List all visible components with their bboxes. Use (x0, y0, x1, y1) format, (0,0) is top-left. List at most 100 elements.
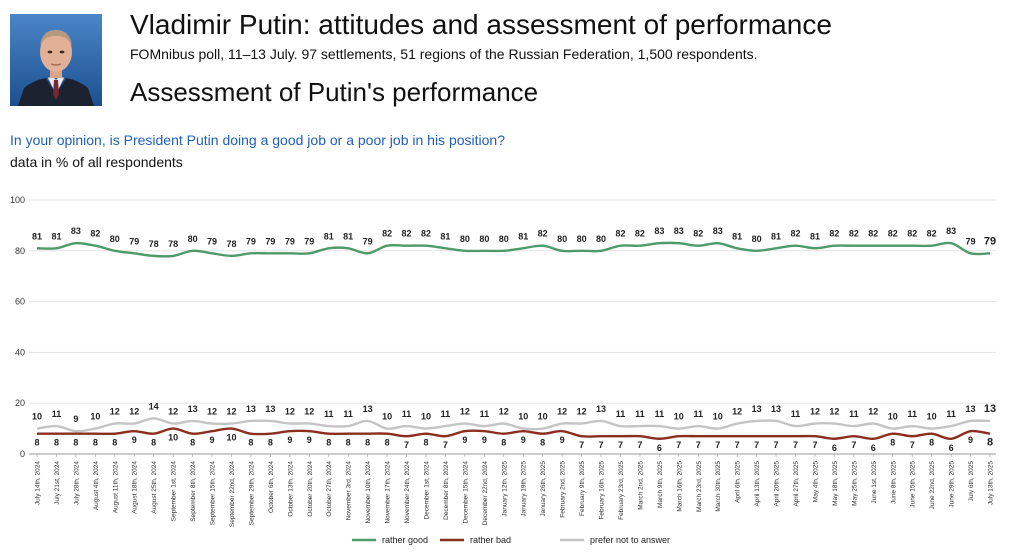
data-label: 12 (110, 407, 120, 417)
data-label: 7 (676, 440, 681, 450)
data-label: 7 (910, 440, 915, 450)
data-label: 8 (248, 438, 253, 448)
data-label: 81 (32, 231, 42, 241)
data-label: 78 (226, 239, 236, 249)
x-tick-label: March 23rd, 2025 (696, 461, 703, 512)
data-label: 80 (596, 234, 606, 244)
data-label: 82 (849, 229, 859, 239)
data-label: 10 (226, 433, 236, 443)
data-label: 11 (791, 409, 801, 419)
data-label: 79 (966, 236, 976, 246)
data-label: 81 (324, 231, 334, 241)
legend-label: rather good (382, 535, 428, 545)
data-label: 7 (715, 440, 720, 450)
data-label: 13 (966, 404, 976, 414)
survey-question: In your opinion, is President Putin doin… (10, 132, 505, 148)
data-label: 79 (207, 236, 217, 246)
data-label: 12 (810, 407, 820, 417)
data-label: 83 (713, 226, 723, 236)
x-tick-label: June 1st, 2025 (871, 461, 878, 504)
data-label: 6 (657, 443, 662, 453)
x-tick-label: December 22nd, 2024 (482, 461, 489, 526)
data-label: 11 (694, 409, 704, 419)
data-label: 10 (32, 412, 42, 422)
series-line-rather-good (36, 241, 991, 258)
data-label: 82 (888, 229, 898, 239)
data-label: 82 (693, 229, 703, 239)
x-tick-label: July 28th, 2024 (73, 461, 80, 505)
x-tick-label: August 25th, 2024 (151, 461, 158, 514)
data-label: 7 (404, 440, 409, 450)
x-tick-label: February 23rd, 2025 (618, 461, 625, 520)
data-label: 79 (285, 236, 295, 246)
portrait-image (10, 14, 102, 106)
data-label: 11 (52, 409, 62, 419)
data-label: 82 (615, 229, 625, 239)
data-label: 82 (927, 229, 937, 239)
data-label: 9 (132, 435, 137, 445)
x-tick-label: March 9th, 2025 (657, 461, 664, 508)
x-tick-label: July 6th, 2025 (968, 461, 975, 502)
data-label: 12 (285, 407, 295, 417)
x-tick-label: September 15th, 2024 (210, 461, 217, 526)
data-label: 10 (382, 412, 392, 422)
data-label: 10 (888, 412, 898, 422)
legend-label: prefer not to answer (590, 535, 670, 545)
x-tick-label: May 18th, 2025 (832, 461, 839, 506)
data-label: 6 (871, 443, 876, 453)
legend-label: rather bad (470, 535, 511, 545)
chart-legend: rather good rather bad prefer not to answe… (352, 535, 670, 545)
data-label: 12 (732, 407, 742, 417)
y-tick-label: 80 (15, 246, 25, 256)
data-label: 9 (521, 435, 526, 445)
x-tick-label: June 22nd, 2025 (929, 461, 936, 510)
data-label: 7 (793, 440, 798, 450)
data-label: 8 (890, 438, 895, 448)
x-tick-label: March 16th, 2025 (676, 461, 683, 512)
data-label: 8 (540, 438, 545, 448)
data-label: 81 (518, 231, 528, 241)
x-tick-label: September 1st, 2024 (171, 461, 178, 522)
data-label: 7 (851, 440, 856, 450)
data-label: 10 (90, 412, 100, 422)
data-label: 80 (460, 234, 470, 244)
x-tick-label: October 27th, 2024 (326, 461, 333, 517)
line-chart: 0 20 40 60 80 100 July 14th, 2024 July 21st, 2… (10, 195, 996, 545)
data-label: 6 (832, 443, 837, 453)
data-label: 11 (616, 409, 626, 419)
data-label: 7 (618, 440, 623, 450)
data-label: 80 (499, 234, 509, 244)
data-label: 79 (129, 236, 139, 246)
x-tick-label: February 16th, 2025 (599, 461, 606, 520)
x-tick-label: May 4th, 2025 (812, 461, 819, 503)
x-tick-label: July 13th, 2025 (988, 461, 995, 505)
data-label: 11 (480, 409, 490, 419)
data-label: 8 (268, 438, 273, 448)
data-label: 10 (674, 412, 684, 422)
data-label: 79 (363, 236, 373, 246)
data-label: 12 (557, 407, 567, 417)
data-label: 79 (984, 235, 996, 247)
data-label: 7 (754, 440, 759, 450)
data-label: 11 (324, 409, 334, 419)
x-tick-label: December 8th, 2024 (443, 461, 450, 520)
x-tick-label: September 29th, 2024 (248, 461, 255, 526)
x-tick-label: April 6th, 2025 (735, 461, 742, 503)
data-label: 83 (654, 226, 664, 236)
data-label: 8 (54, 438, 59, 448)
data-label: 8 (151, 438, 156, 448)
data-label: 7 (443, 440, 448, 450)
data-label: 79 (265, 236, 275, 246)
data-label: 14 (149, 401, 159, 411)
x-tick-label: July 14th, 2024 (35, 461, 42, 505)
data-label: 82 (421, 229, 431, 239)
y-tick-label: 20 (15, 398, 25, 408)
data-label: 8 (501, 438, 506, 448)
x-tick-label: September 8th, 2024 (190, 461, 197, 522)
data-label: 10 (927, 412, 937, 422)
data-label: 82 (402, 229, 412, 239)
data-label: 80 (110, 234, 120, 244)
data-label: 7 (579, 440, 584, 450)
data-label: 82 (635, 229, 645, 239)
data-label: 11 (907, 409, 917, 419)
